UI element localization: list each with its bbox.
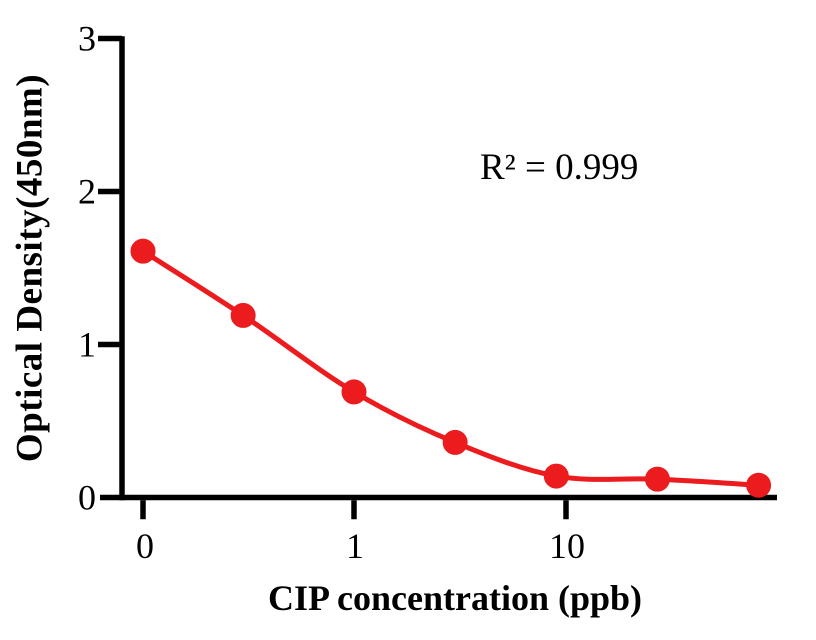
data-point-0ppb	[130, 238, 156, 264]
x-tick-label-1: 1	[346, 526, 364, 566]
data-point-3ppb	[442, 429, 468, 455]
y-tick-label-3: 3	[78, 18, 96, 59]
data-point-27ppb	[644, 466, 670, 492]
x-axis-title: CIP concentration (ppb)	[267, 578, 643, 618]
y-tick-label-0: 0	[78, 477, 96, 518]
data-point-1ppb	[341, 379, 367, 405]
y-tick-label-1: 1	[78, 324, 96, 365]
data-point-9ppb	[543, 463, 569, 489]
x-tick-label-10: 10	[549, 526, 585, 566]
x-tick-label-0: 0	[136, 526, 154, 566]
y-tick-label-2: 2	[78, 171, 96, 212]
data-point-81ppb	[746, 472, 772, 498]
r-squared-annotation: R² = 0.999	[480, 147, 639, 188]
data-point-0.3ppb	[230, 302, 256, 328]
y-axis-title: Optical Density(450nm)	[9, 73, 51, 463]
